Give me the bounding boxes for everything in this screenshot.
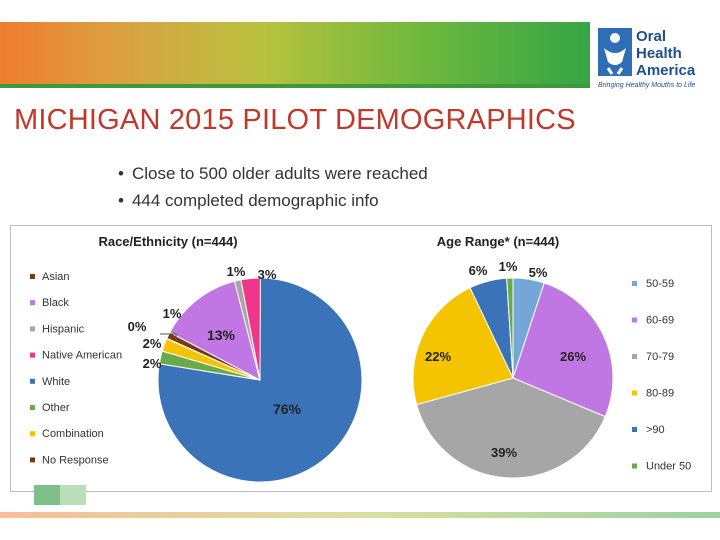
logo-text: Oral Health America: [636, 28, 695, 79]
legend-swatch: [30, 405, 35, 410]
chart-title: Race/Ethnicity (n=444): [98, 234, 237, 249]
legend-label: 80-89: [646, 388, 674, 400]
legend-label: >90: [646, 424, 665, 436]
data-label: 2%: [143, 336, 162, 351]
legend-swatch: [30, 457, 35, 463]
logo: Oral Health America Bringing Healthy Mou…: [590, 22, 720, 98]
data-label: 1%: [227, 264, 246, 279]
bullet-item: 444 completed demographic info: [118, 187, 428, 214]
pie-slice-black: [169, 280, 261, 381]
person-smile-icon: [598, 28, 632, 76]
legend-swatch: [30, 352, 35, 358]
pie-slice-70-79: [416, 377, 606, 479]
footer-square: [34, 485, 60, 505]
legend-swatch: [632, 317, 637, 323]
footer-line: [0, 512, 720, 518]
logo-line-3: America: [636, 62, 696, 79]
data-label: 1%: [499, 259, 518, 274]
legend-label: Black: [42, 297, 69, 309]
data-label: 0%: [128, 319, 147, 334]
data-label: 3%: [258, 267, 277, 282]
data-label: 2%: [143, 356, 162, 371]
legend-label: Hispanic: [42, 323, 85, 335]
data-label: 76%: [273, 401, 302, 417]
pie-slice-white: [157, 277, 363, 483]
legend-swatch: [30, 300, 35, 306]
legend-swatch: [30, 326, 35, 332]
legend-swatch: [632, 463, 637, 469]
data-label: 22%: [425, 349, 451, 364]
logo-line-1: Oral: [636, 28, 667, 45]
legend-label: 60-69: [646, 315, 674, 327]
pie-slice-native-american: [240, 277, 261, 381]
data-label: 26%: [560, 349, 586, 364]
pie-slice-60-69: [512, 282, 614, 418]
legend-label: No Response: [42, 454, 109, 466]
legend-swatch: [30, 378, 35, 384]
legend-swatch: [632, 354, 637, 359]
legend-label: Under 50: [646, 461, 691, 473]
data-label: 13%: [207, 327, 236, 343]
header-banner: [0, 22, 590, 84]
legend-swatch: [632, 281, 637, 286]
legend-label: 50-59: [646, 278, 674, 290]
legend-label: White: [42, 376, 70, 388]
logo-tagline: Bringing Healthy Mouths to Life: [598, 82, 696, 89]
header-banner-strip: [0, 84, 590, 88]
logo-line-2: Health: [636, 45, 682, 62]
pie-slice-80-89: [412, 287, 514, 406]
legend-label: Combination: [42, 428, 104, 440]
legend-swatch: [632, 390, 637, 396]
legend-label: Other: [42, 402, 70, 414]
bullet-list: Close to 500 older adults were reached 4…: [118, 160, 428, 214]
legend-swatch: [30, 274, 35, 279]
legend-label: Native American: [42, 350, 122, 362]
data-label: 6%: [469, 263, 488, 278]
data-label: 5%: [529, 265, 548, 280]
legend-label: Asian: [42, 271, 70, 283]
legend-swatch: [632, 427, 637, 432]
legend-swatch: [30, 431, 35, 437]
pie-slice-under-50: [506, 277, 514, 379]
data-label: 1%: [163, 306, 182, 321]
page-title: MICHIGAN 2015 PILOT DEMOGRAPHICS: [14, 104, 576, 136]
bullet-item: Close to 500 older adults were reached: [118, 160, 428, 187]
data-label: 39%: [491, 445, 517, 460]
leader-line: [160, 333, 177, 341]
legend-label: 70-79: [646, 351, 674, 363]
race-ethnicity-chart: Race/Ethnicity (n=444) Asian Black Hispanic…: [30, 234, 363, 483]
footer-square: [60, 485, 86, 505]
age-range-chart: Age Range* (n=444) 50-59 60-69 70-79 80-89 >9…: [412, 234, 691, 479]
chart-title: Age Range* (n=444): [437, 234, 559, 249]
